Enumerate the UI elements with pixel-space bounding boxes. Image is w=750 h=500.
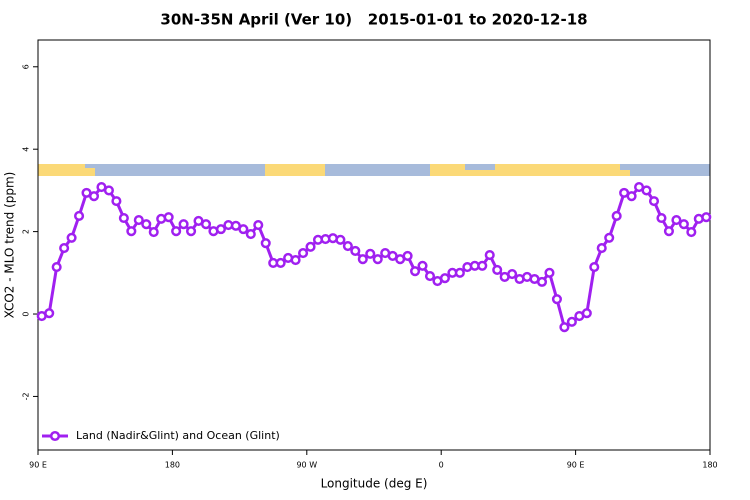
data-point [88,191,100,202]
data-point [141,219,152,230]
data-point [410,266,421,277]
x-tick-label: 90 E [29,461,47,470]
data-point [663,226,674,237]
data-point [417,260,428,271]
data-point [111,196,122,207]
land-ocean-band [38,164,710,176]
land-band [38,164,85,176]
land-band [495,164,620,176]
x-axis-label: Longitude (deg E) [321,477,428,491]
y-tick-label: 0 [22,311,31,316]
land-band [620,170,630,176]
data-point [671,215,682,226]
data-point [678,219,689,230]
data-point [44,308,55,319]
data-point [626,191,637,202]
data-point [178,219,189,230]
data-point [648,196,660,207]
x-tick-label: 0 [439,461,444,470]
land-band [265,164,325,176]
data-point [372,254,383,265]
data-point [559,322,570,333]
data-point [298,247,309,259]
land-band [430,164,465,176]
data-point [335,234,346,245]
legend-marker [49,430,61,442]
y-tick-label: 6 [22,64,31,69]
data-point [126,226,137,237]
land-band [85,168,95,176]
data-point [215,224,226,235]
data-point [200,219,212,230]
data-point [148,226,159,238]
data-point [566,316,577,327]
data-point [163,212,174,223]
data-point [477,260,488,271]
data-point [454,267,465,278]
data-point [171,226,182,237]
y-tick-label: 4 [22,147,31,152]
data-point [245,229,256,240]
data-point [544,267,555,278]
data-point [51,261,62,273]
data-point [701,212,712,223]
data-point [305,241,316,252]
data-point [551,294,562,305]
data-point [596,243,607,254]
data-point [611,210,622,221]
data-point [253,219,264,231]
data-point [66,232,77,243]
data-point [350,245,361,257]
data-point [357,254,368,265]
x-tick-label: 90 W [296,461,317,470]
plot-frame [37,39,711,451]
data-point [275,257,286,268]
data-point [290,254,301,266]
data-point [581,308,592,319]
x-tick-label: 180 [165,461,180,470]
data-point [507,269,518,280]
data-point [238,224,249,235]
data-point [492,264,503,275]
y-tick-label: 2 [22,229,31,234]
data-point [133,215,144,226]
data-point [641,185,652,196]
y-axis-label: XCO2 - MLO trend (ppm) [3,172,17,319]
data-point [186,226,197,237]
data-point [118,212,129,224]
data-point [439,273,450,284]
y-tick-label: -2 [22,392,31,400]
data-point [686,226,697,238]
data-point [604,232,615,243]
data-point [74,210,85,221]
data-point [402,250,413,261]
data-point [365,248,376,259]
data-point [103,185,114,196]
chart-title: 30N-35N April (Ver 10) 2015-01-01 to 202… [160,11,587,29]
data-point [59,243,70,254]
x-tick-label: 90 E [567,461,585,470]
data-point [424,271,436,282]
data-point [589,261,600,273]
data-point [536,276,548,287]
data-point [342,240,353,252]
data-point [484,250,495,261]
land-band [465,170,495,176]
legend-label: Land (Nadir&Glint) and Ocean (Glint) [76,429,280,442]
data-point [656,212,667,224]
data-point [260,238,271,249]
x-tick-label: 180 [702,461,717,470]
